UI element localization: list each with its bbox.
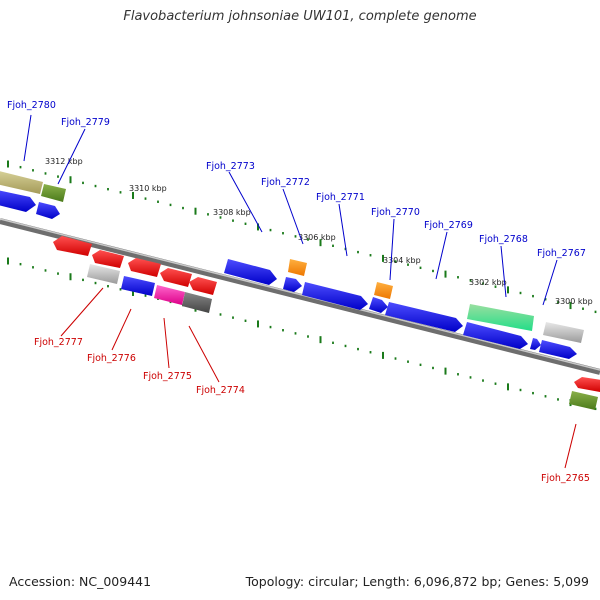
genome-backbone [0,218,600,375]
kbp-labels: 3312 kbp 3310 kbp 3308 kbp 3306 kbp 3304… [45,157,593,306]
gene-arrow-fjoh-2770[interactable] [374,282,393,299]
gene-arrow[interactable] [53,236,92,256]
accession-text: Accession: NC_009441 [9,574,152,589]
gene-arrow-fjoh-2765[interactable] [569,391,598,410]
gene-arrow[interactable] [160,268,192,287]
gene-arrow[interactable] [0,189,36,212]
gene-arrow-fjoh-2780[interactable] [0,170,43,194]
gene-arrow-fjoh-2768[interactable] [467,304,534,331]
gene-arrow[interactable] [283,277,302,292]
kbp-label: 3312 kbp [45,157,83,166]
gene-label-fjoh-2780[interactable]: Fjoh_2780 [7,100,56,111]
forward-gene-labels: Fjoh_2780 Fjoh_2779 Fjoh_2773 Fjoh_2772 … [7,100,586,259]
gene-label-fjoh-2770[interactable]: Fjoh_2770 [371,207,420,218]
gene-arrow-fjoh-2777[interactable] [87,264,120,284]
forward-strand-genes [0,170,584,359]
kbp-label: 3304 kbp [383,256,421,265]
gene-label-fjoh-2773[interactable]: Fjoh_2773 [206,161,255,172]
gene-label-fjoh-2767[interactable]: Fjoh_2767 [537,248,586,259]
kbp-label: 3306 kbp [298,233,336,242]
gene-arrow-fjoh-2775[interactable] [154,285,185,305]
kbp-label: 3300 kbp [555,297,593,306]
kbp-ticks-outer [7,160,597,314]
gene-arrow-fjoh-2774[interactable] [182,292,212,313]
gene-arrow[interactable] [36,202,60,219]
genome-title: Flavobacterium johnsoniae UW101, complet… [123,9,477,24]
gene-label-fjoh-2769[interactable]: Fjoh_2769 [424,220,473,231]
gene-arrow[interactable] [92,250,124,268]
kbp-label: 3308 kbp [213,208,251,217]
reverse-gene-labels: Fjoh_2777 Fjoh_2776 Fjoh_2775 Fjoh_2774 … [34,337,590,484]
gene-arrow[interactable] [574,377,600,392]
gene-label-fjoh-2779[interactable]: Fjoh_2779 [61,117,110,128]
gene-label-fjoh-2765[interactable]: Fjoh_2765 [541,473,590,484]
gene-arrow[interactable] [369,297,388,313]
genome-stats-text: Topology: circular; Length: 6,096,872 bp… [245,574,589,589]
gene-label-fjoh-2775[interactable]: Fjoh_2775 [143,371,192,382]
gene-label-fjoh-2768[interactable]: Fjoh_2768 [479,234,528,245]
kbp-ticks-inner [7,257,597,411]
gene-arrow-fjoh-2776[interactable] [121,276,155,296]
gene-arrow[interactable] [302,282,368,310]
gene-arrow-fjoh-2767[interactable] [543,322,584,343]
gene-arrow[interactable] [224,259,277,285]
gene-arrow[interactable] [385,302,463,332]
gene-arrow[interactable] [189,277,217,295]
kbp-label: 3310 kbp [129,184,167,193]
gene-label-fjoh-2776[interactable]: Fjoh_2776 [87,353,136,364]
label-leaders [23,114,577,469]
gene-label-fjoh-2772[interactable]: Fjoh_2772 [261,177,310,188]
gene-arrow[interactable] [539,340,577,359]
gene-arrow-fjoh-2779[interactable] [41,184,66,202]
gene-arrow[interactable] [128,258,161,277]
gene-label-fjoh-2771[interactable]: Fjoh_2771 [316,192,365,203]
gene-label-fjoh-2774[interactable]: Fjoh_2774 [196,385,245,396]
gene-label-fjoh-2777[interactable]: Fjoh_2777 [34,337,83,348]
gene-arrow-fjoh-2772[interactable] [288,259,307,276]
kbp-label: 3302 kbp [469,278,507,287]
reverse-strand-genes [53,236,600,410]
gene-arrow[interactable] [463,322,528,349]
gene-arrow[interactable] [530,338,541,350]
